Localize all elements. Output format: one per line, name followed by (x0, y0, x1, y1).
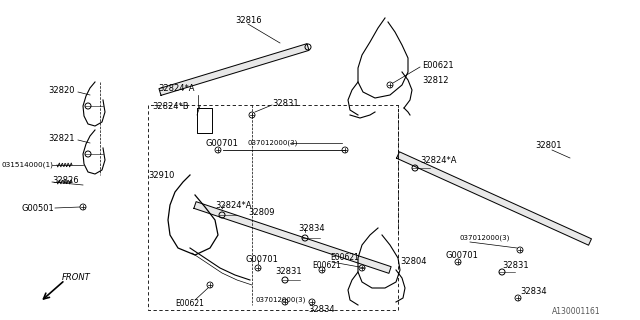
Polygon shape (194, 202, 391, 273)
Text: G00701: G00701 (245, 255, 278, 265)
Text: FRONT: FRONT (62, 273, 91, 282)
Text: 32834: 32834 (308, 306, 335, 315)
Text: E00621: E00621 (312, 260, 341, 269)
Text: E00621: E00621 (175, 299, 204, 308)
Text: E00621: E00621 (330, 253, 359, 262)
Polygon shape (159, 44, 309, 95)
Text: 32816: 32816 (235, 15, 262, 25)
Text: 32831: 32831 (502, 260, 529, 269)
Text: E00621: E00621 (422, 60, 454, 69)
Text: 32809: 32809 (248, 207, 275, 217)
Text: 32801: 32801 (535, 140, 561, 149)
Text: 037012000(3): 037012000(3) (460, 235, 510, 241)
Text: 32834: 32834 (298, 223, 324, 233)
Text: G00701: G00701 (205, 139, 238, 148)
Text: G00701: G00701 (445, 251, 478, 260)
Text: G00501: G00501 (22, 204, 55, 212)
Text: 32824*A: 32824*A (420, 156, 456, 164)
Text: 037012000(3): 037012000(3) (248, 140, 298, 146)
Polygon shape (397, 152, 591, 245)
Text: 32826: 32826 (52, 175, 79, 185)
Text: 32820: 32820 (48, 85, 74, 94)
Text: 32821: 32821 (48, 133, 74, 142)
Text: 32804: 32804 (400, 258, 426, 267)
Text: 32812: 32812 (422, 76, 449, 84)
Text: 32824*B: 32824*B (152, 101, 189, 110)
Text: 037012000(3): 037012000(3) (255, 297, 305, 303)
Text: 32824*A: 32824*A (158, 84, 195, 92)
Text: 32831: 32831 (272, 99, 299, 108)
Text: 32824*A: 32824*A (215, 201, 252, 210)
Text: 32910: 32910 (148, 171, 174, 180)
Text: 32834: 32834 (520, 287, 547, 297)
Text: 031514000(1): 031514000(1) (2, 162, 54, 168)
Text: 32831: 32831 (275, 268, 301, 276)
Text: A130001161: A130001161 (552, 308, 600, 316)
